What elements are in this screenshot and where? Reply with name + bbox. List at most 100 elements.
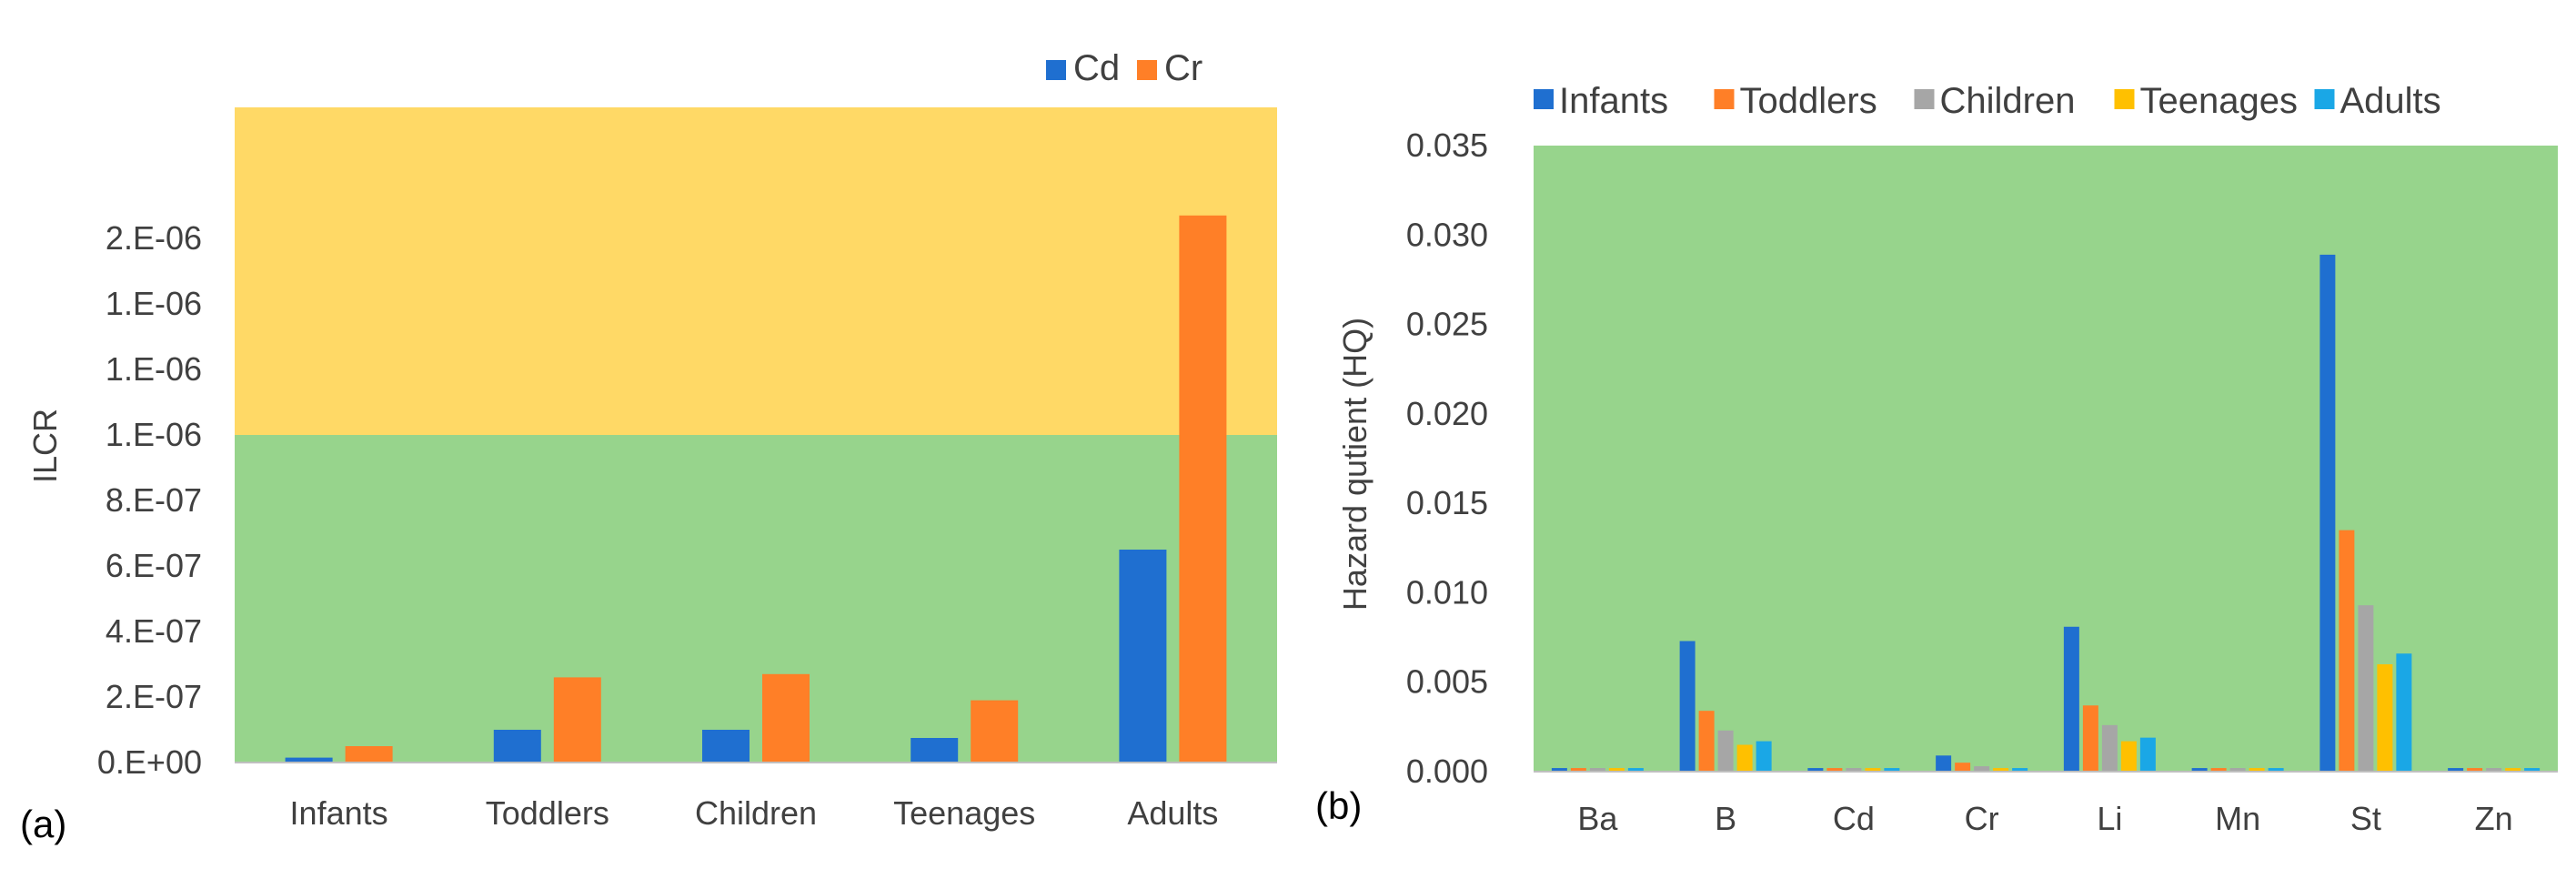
- legend-swatch-cd: [1046, 60, 1066, 80]
- bar-infants-cr: [1936, 755, 1952, 772]
- panel-a-y-ticks: 0.E+00 2.E-07 4.E-07 6.E-07 8.E-07 1.E-06 1.E-…: [97, 219, 202, 781]
- bar-adults-cd: [1884, 768, 1900, 772]
- panel-b-y-tick-label: 0.015: [1406, 484, 1488, 521]
- bar-adults-zn: [2524, 768, 2541, 772]
- legend-swatch-infants: [1534, 89, 1554, 109]
- bar-cd-children: [702, 730, 750, 763]
- panel-a-x-tick-label: Teenages: [893, 794, 1035, 832]
- bar-teenages-ba: [1608, 768, 1625, 772]
- panel-b-x-tick-label: Cd: [1833, 800, 1875, 837]
- panel-b-y-tick-label: 0.025: [1406, 306, 1488, 343]
- legend-label-infants: Infants: [1559, 81, 1668, 121]
- panel-b-x-tick-label: Zn: [2475, 800, 2513, 837]
- bar-cr-children: [762, 673, 810, 763]
- panel-a-x-tick-label: Children: [695, 794, 817, 832]
- legend-label-teenages: Teenages: [2140, 81, 2298, 121]
- bar-cr-toddlers: [553, 677, 601, 763]
- bar-children-st: [2358, 605, 2374, 772]
- bar-cr-adults: [1179, 215, 1227, 763]
- bar-teenages-cd: [1865, 768, 1881, 772]
- bar-children-zn: [2486, 768, 2502, 772]
- bar-toddlers-cr: [1955, 763, 1971, 772]
- panel-b-x-tick-label: B: [1715, 800, 1736, 837]
- bar-cr-infants: [345, 746, 393, 763]
- bar-cd-adults: [1119, 550, 1167, 763]
- bar-teenages-b: [1736, 744, 1753, 772]
- legend-label-children: Children: [1940, 81, 2076, 121]
- legend-label-cd: Cd: [1073, 48, 1120, 88]
- bar-toddlers-ba: [1570, 768, 1586, 772]
- bar-infants-mn: [2191, 768, 2208, 772]
- bar-toddlers-cd: [1826, 768, 1843, 772]
- bar-cr-teenages: [971, 700, 1019, 763]
- panel-a-x-ticks: Infants Toddlers Children Teenages Adults: [290, 794, 1219, 832]
- panel-a-y-tick-label: 4.E-07: [106, 612, 202, 650]
- bar-infants-cd: [1807, 768, 1824, 772]
- legend-swatch-adults: [2314, 89, 2335, 109]
- panel-a-x-tick-label: Toddlers: [486, 794, 609, 832]
- panel-a-x-tick-label: Adults: [1127, 794, 1218, 832]
- panel-b-x-tick-label: Li: [2097, 800, 2122, 837]
- panel-b-x-tick-label: St: [2350, 800, 2381, 837]
- panel-a-legend: Cd Cr: [1046, 48, 1202, 88]
- bar-cd-infants: [285, 757, 333, 763]
- panel-a-y-tick-label: 2.E-06: [106, 219, 202, 257]
- bar-teenages-zn: [2505, 768, 2521, 772]
- bar-infants-st: [2319, 254, 2336, 772]
- panel-b-y-tick-label: 0.020: [1406, 395, 1488, 432]
- panel-a-y-tick-label: 6.E-07: [106, 547, 202, 584]
- bar-teenages-li: [2120, 741, 2137, 772]
- legend-swatch-children: [1914, 89, 1935, 109]
- bar-cd-toddlers: [493, 730, 541, 763]
- bar-adults-ba: [1627, 768, 1644, 772]
- panel-a-risk-zone: [235, 107, 1277, 435]
- panel-a-y-axis-title: ILCR: [26, 409, 64, 483]
- bar-cd-teenages: [911, 738, 959, 763]
- bar-toddlers-b: [1698, 711, 1715, 772]
- panel-a-y-tick-label: 1.E-06: [106, 416, 202, 453]
- bar-infants-zn: [2448, 768, 2464, 772]
- bar-children-li: [2101, 724, 2118, 772]
- panel-a-label: (a): [20, 803, 66, 845]
- panel-b-y-tick-label: 0.010: [1406, 573, 1488, 611]
- bar-teenages-cr: [1993, 768, 2009, 772]
- bar-infants-b: [1679, 641, 1696, 772]
- legend-swatch-teenages: [2114, 89, 2135, 109]
- panel-b-chart: 0.000 0.005 0.010 0.015 0.020 0.025 0.030 0.035…: [1315, 81, 2558, 837]
- panel-b-bars: [1551, 254, 2541, 772]
- bar-teenages-st: [2377, 664, 2393, 772]
- panel-a-y-tick-label: 0.E+00: [97, 743, 202, 781]
- panel-b-y-tick-label: 0.000: [1406, 753, 1488, 790]
- bar-toddlers-zn: [2467, 768, 2483, 772]
- panel-b-x-tick-label: Mn: [2215, 800, 2260, 837]
- panel-a-chart: 0.E+00 2.E-07 4.E-07 6.E-07 8.E-07 1.E-06 1.E-…: [20, 48, 1277, 845]
- panel-a-bars: [285, 215, 1227, 763]
- panel-b-y-ticks: 0.000 0.005 0.010 0.015 0.020 0.025 0.030 0.035: [1406, 126, 1488, 790]
- panel-a-x-tick-label: Infants: [290, 794, 388, 832]
- bar-adults-li: [2139, 737, 2156, 772]
- bar-children-mn: [2229, 768, 2246, 772]
- panel-b-y-tick-label: 0.035: [1406, 126, 1488, 164]
- legend-label-adults: Adults: [2340, 81, 2441, 121]
- bar-children-b: [1717, 730, 1734, 772]
- bar-adults-mn: [2268, 768, 2284, 772]
- panel-b-y-tick-label: 0.030: [1406, 216, 1488, 253]
- bar-adults-b: [1756, 741, 1772, 772]
- panel-b-x-ticks: Ba B Cd Cr Li Mn St Zn: [1577, 800, 2512, 837]
- bar-toddlers-mn: [2210, 768, 2227, 772]
- panel-b-legend: Infants Toddlers Children Teenages Adults: [1534, 81, 2441, 121]
- bar-children-ba: [1589, 768, 1605, 772]
- panel-a-y-tick-label: 8.E-07: [106, 481, 202, 519]
- panel-a-safe-zone: [235, 435, 1277, 763]
- bar-adults-cr: [2012, 768, 2028, 772]
- bar-teenages-mn: [2249, 768, 2265, 772]
- panel-a-y-tick-label: 2.E-07: [106, 678, 202, 715]
- legend-swatch-cr: [1137, 60, 1157, 80]
- panel-b-x-tick-label: Ba: [1577, 800, 1618, 837]
- panel-b-x-tick-label: Cr: [1965, 800, 1999, 837]
- legend-label-toddlers: Toddlers: [1740, 81, 1877, 121]
- bar-children-cd: [1846, 768, 1862, 772]
- bar-toddlers-st: [2339, 530, 2355, 772]
- panel-b-y-axis-title: Hazard qutient (HQ): [1336, 318, 1374, 611]
